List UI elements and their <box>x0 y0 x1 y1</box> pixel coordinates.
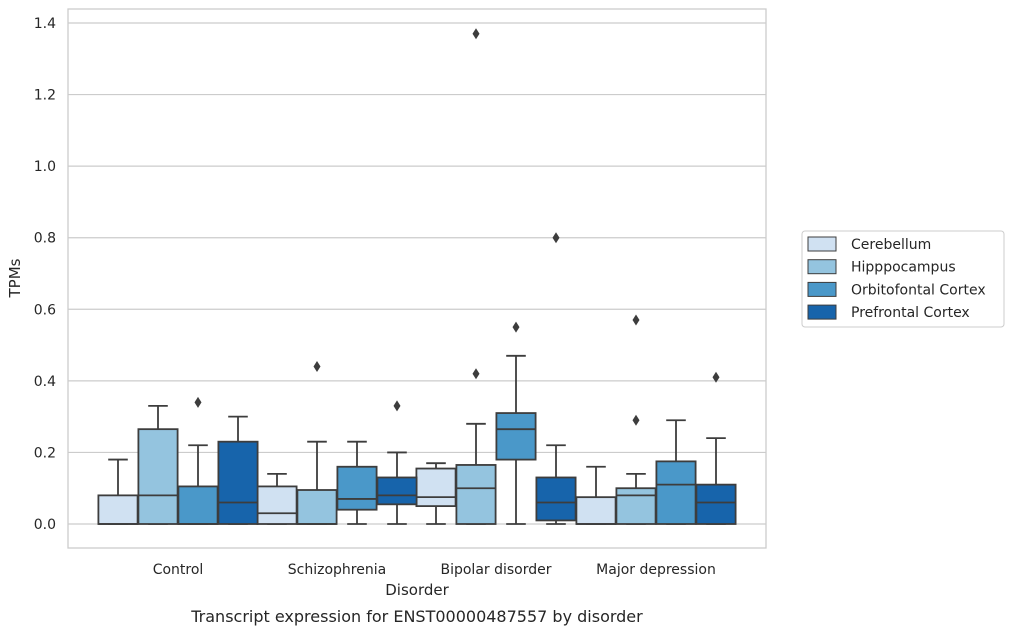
box-group <box>296 361 338 525</box>
box <box>695 483 737 525</box>
box-group <box>535 232 577 525</box>
box-group <box>376 400 418 525</box>
y-tick-label: 1.2 <box>34 88 56 104</box>
box-group <box>455 28 497 525</box>
outlier-marker <box>313 361 321 373</box>
outlier-marker <box>393 400 401 412</box>
box <box>495 412 537 461</box>
box-group <box>217 415 259 525</box>
legend-swatch <box>807 236 837 252</box>
y-tick-label: 0.4 <box>34 374 56 390</box>
box-group <box>655 419 697 525</box>
box-group <box>695 371 737 525</box>
legend-label: Prefrontal Cortex <box>851 305 970 321</box>
box <box>137 428 179 525</box>
box <box>455 464 497 525</box>
box <box>296 489 338 525</box>
box <box>376 476 418 506</box>
x-tick-label: Schizophrenia <box>288 562 386 578</box>
legend-swatch <box>807 281 837 297</box>
box <box>575 496 617 525</box>
box-group <box>97 458 139 525</box>
outlier-marker <box>472 28 480 40</box>
y-tick-label: 0.8 <box>34 231 56 247</box>
box-group <box>256 472 298 525</box>
box <box>535 476 577 522</box>
outlier-marker <box>512 321 520 333</box>
box <box>615 487 657 525</box>
box-group <box>495 321 537 525</box>
outlier-marker <box>632 314 640 326</box>
box <box>217 440 259 525</box>
box <box>336 465 378 511</box>
legend: Cerebellum Hipppocampus Orbitofontal Corte… <box>801 230 1005 328</box>
outlier-marker <box>552 232 560 244</box>
plot-area <box>67 8 767 549</box>
outlier-marker <box>712 371 720 383</box>
box <box>177 485 219 525</box>
y-tick-label: 0.6 <box>34 302 56 318</box>
outlier-marker <box>194 396 202 408</box>
legend-swatch <box>807 259 837 275</box>
x-tick-label: Major depression <box>596 562 716 578</box>
plot-frame <box>67 8 767 549</box>
y-tick-label: 1.0 <box>34 159 56 175</box>
legend-swatch <box>807 304 837 320</box>
outlier-marker <box>472 368 480 380</box>
chart-caption: Transcript expression for ENST0000048755… <box>190 607 643 626</box>
outlier-marker <box>632 414 640 426</box>
box <box>655 460 697 525</box>
box-group <box>615 314 657 525</box>
box-group <box>137 405 179 525</box>
box <box>415 467 457 508</box>
y-axis-ticks: 0.0 0.2 0.4 0.6 0.8 1.0 1.2 1.4 <box>34 16 56 533</box>
y-tick-label: 1.4 <box>34 16 56 32</box>
box-group <box>336 440 378 525</box>
box <box>97 494 139 525</box>
box <box>256 485 298 525</box>
legend-label: Orbitofontal Cortex <box>851 282 986 298</box>
legend-label: Hipppocampus <box>851 260 956 276</box>
legend-frame <box>801 230 1005 328</box>
x-axis-label: Disorder <box>385 581 449 599</box>
y-tick-label: 0.2 <box>34 445 56 461</box>
legend-label: Cerebellum <box>851 237 931 253</box>
x-axis-ticks: Control Schizophrenia Bipolar disorder Majo… <box>153 562 716 578</box>
boxes <box>97 28 737 525</box>
y-tick-label: 0.0 <box>34 517 56 533</box>
y-axis-label: TPMs <box>6 258 24 298</box>
x-tick-label: Control <box>153 562 204 578</box>
x-tick-label: Bipolar disorder <box>440 562 551 578</box>
